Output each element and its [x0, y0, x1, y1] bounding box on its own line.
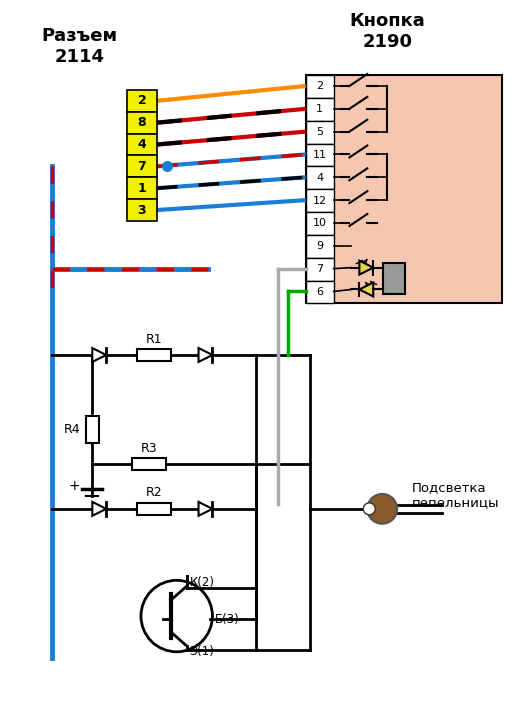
- Text: 1: 1: [138, 182, 146, 195]
- Bar: [306, 75, 334, 98]
- Polygon shape: [198, 502, 212, 516]
- Text: 6: 6: [316, 287, 323, 297]
- Text: 7: 7: [316, 264, 323, 274]
- Text: 5: 5: [316, 127, 323, 137]
- Bar: [306, 120, 334, 144]
- Bar: [127, 134, 157, 156]
- Bar: [127, 199, 157, 221]
- Bar: [306, 75, 502, 303]
- Text: R4: R4: [64, 423, 81, 436]
- Text: 3: 3: [138, 203, 146, 217]
- Text: 9: 9: [316, 241, 323, 251]
- Bar: [86, 415, 99, 444]
- Bar: [306, 280, 334, 303]
- Text: Э(1): Э(1): [189, 646, 215, 658]
- Polygon shape: [92, 348, 106, 362]
- Polygon shape: [198, 348, 212, 362]
- Bar: [127, 156, 157, 177]
- Text: Подсветка
пепельницы: Подсветка пепельницы: [412, 481, 500, 509]
- Text: 2: 2: [316, 82, 323, 92]
- Text: Б(3): Б(3): [215, 612, 239, 626]
- Text: 4: 4: [316, 172, 323, 183]
- Text: 8: 8: [138, 116, 146, 129]
- Text: Разъем
2114: Разъем 2114: [41, 27, 117, 66]
- Bar: [306, 258, 334, 280]
- Text: К(2): К(2): [189, 576, 215, 589]
- Bar: [306, 212, 334, 235]
- Bar: [137, 503, 171, 515]
- Text: 11: 11: [313, 150, 327, 160]
- Circle shape: [363, 503, 375, 515]
- Bar: [383, 263, 405, 294]
- Bar: [306, 189, 334, 212]
- Bar: [127, 177, 157, 199]
- Bar: [127, 112, 157, 134]
- Text: 12: 12: [313, 196, 327, 206]
- Text: 10: 10: [313, 218, 327, 228]
- Bar: [306, 235, 334, 258]
- Text: 4: 4: [138, 138, 146, 151]
- Bar: [127, 90, 157, 112]
- Text: +: +: [69, 479, 80, 493]
- Text: Кнопка
2190: Кнопка 2190: [349, 13, 425, 51]
- Polygon shape: [359, 260, 373, 275]
- Text: 7: 7: [138, 160, 146, 173]
- Text: R2: R2: [146, 486, 162, 499]
- Bar: [306, 144, 334, 166]
- Bar: [306, 166, 334, 189]
- Bar: [137, 349, 171, 361]
- Text: R3: R3: [140, 442, 157, 455]
- Circle shape: [141, 580, 212, 652]
- Bar: [132, 458, 166, 470]
- Text: R1: R1: [146, 332, 162, 346]
- Polygon shape: [92, 502, 106, 516]
- Polygon shape: [359, 282, 373, 296]
- Text: 1: 1: [316, 104, 323, 114]
- Text: 2: 2: [138, 94, 146, 107]
- Bar: [306, 98, 334, 120]
- Circle shape: [367, 494, 397, 524]
